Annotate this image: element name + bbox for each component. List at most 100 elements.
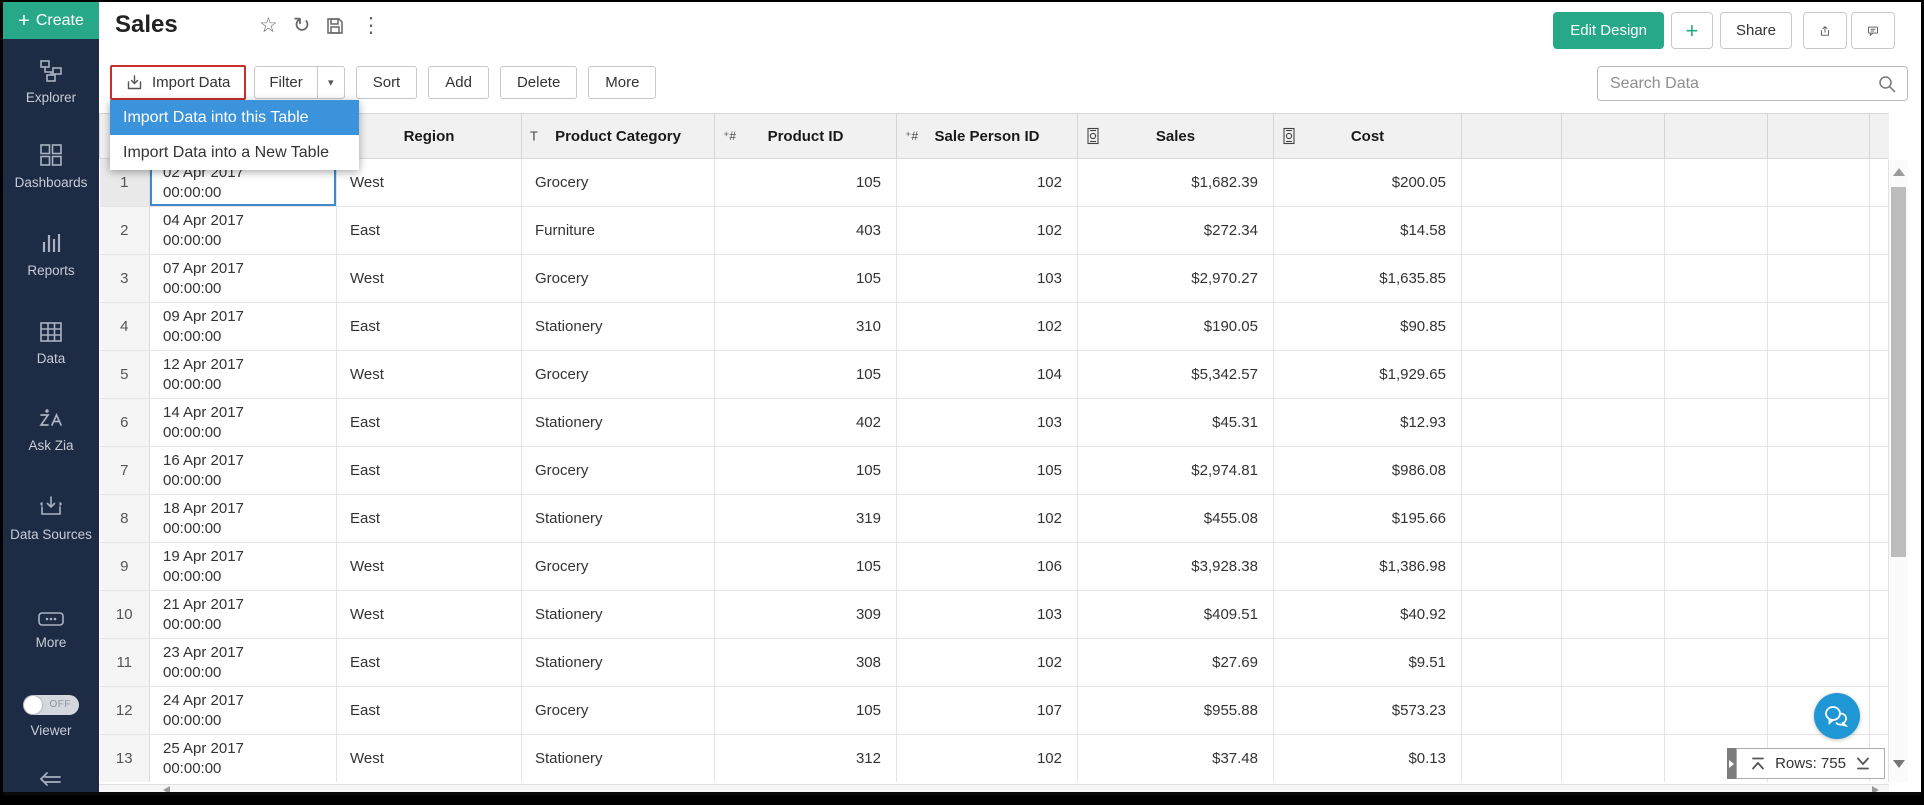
category-cell[interactable]: Grocery — [521, 158, 715, 207]
empty-cell[interactable] — [1664, 542, 1768, 591]
date-cell[interactable]: 07 Apr 2017 00:00:00 — [149, 254, 337, 303]
delete-button[interactable]: Delete — [499, 66, 578, 99]
row-number-cell[interactable]: 13 — [99, 734, 150, 782]
row-number-cell[interactable]: 12 — [99, 686, 150, 735]
product-id-cell[interactable]: 105 — [714, 686, 897, 735]
sale-person-id-cell[interactable]: 104 — [896, 350, 1078, 399]
region-cell[interactable]: East — [336, 398, 522, 447]
add-button[interactable]: Add — [428, 66, 489, 99]
region-cell[interactable]: East — [336, 446, 522, 495]
sale-person-id-cell[interactable]: 106 — [896, 542, 1078, 591]
date-cell[interactable]: 09 Apr 2017 00:00:00 — [149, 302, 337, 351]
empty-cell[interactable] — [1561, 446, 1665, 495]
sales-cell[interactable]: $27.69 — [1077, 638, 1274, 687]
edit-design-button[interactable]: Edit Design — [1553, 12, 1664, 49]
empty-cell[interactable] — [1767, 446, 1870, 495]
empty-cell[interactable] — [1767, 302, 1870, 351]
sale-person-id-cell[interactable]: 103 — [896, 254, 1078, 303]
row-number-cell[interactable]: 2 — [99, 206, 150, 255]
share-button[interactable]: Share — [1719, 12, 1792, 49]
empty-cell[interactable] — [1664, 206, 1768, 255]
category-cell[interactable]: Grocery — [521, 254, 715, 303]
sidebar-item-explorer[interactable]: Explorer — [3, 59, 99, 106]
empty-cell[interactable] — [1767, 542, 1870, 591]
scroll-right-arrow[interactable] — [1872, 786, 1879, 794]
product-id-cell[interactable]: 105 — [714, 542, 897, 591]
sidebar-item-ask-zia[interactable]: Ask Zia — [3, 407, 99, 454]
date-cell[interactable]: 04 Apr 2017 00:00:00 — [149, 206, 337, 255]
product-id-cell[interactable]: 319 — [714, 494, 897, 543]
col-header-sales[interactable]: Sales — [1077, 113, 1274, 159]
cost-cell[interactable]: $40.92 — [1273, 590, 1462, 639]
empty-cell[interactable] — [1461, 494, 1562, 543]
category-cell[interactable]: Stationery — [521, 638, 715, 687]
row-number-cell[interactable]: 4 — [99, 302, 150, 351]
sales-cell[interactable]: $1,682.39 — [1077, 158, 1274, 207]
cost-cell[interactable]: $573.23 — [1273, 686, 1462, 735]
region-cell[interactable]: West — [336, 542, 522, 591]
empty-cell[interactable] — [1664, 254, 1768, 303]
col-header-cost[interactable]: Cost — [1273, 113, 1462, 159]
category-cell[interactable]: Grocery — [521, 350, 715, 399]
cost-cell[interactable]: $1,386.98 — [1273, 542, 1462, 591]
sale-person-id-cell[interactable]: 102 — [896, 206, 1078, 255]
empty-cell[interactable] — [1767, 398, 1870, 447]
empty-cell[interactable] — [1461, 254, 1562, 303]
empty-cell[interactable] — [1664, 446, 1768, 495]
cost-cell[interactable]: $200.05 — [1273, 158, 1462, 207]
refresh-icon[interactable]: ↻ — [292, 14, 311, 37]
sales-cell[interactable]: $2,974.81 — [1077, 446, 1274, 495]
empty-cell[interactable] — [1561, 158, 1665, 207]
empty-cell[interactable] — [1767, 350, 1870, 399]
date-cell[interactable]: 18 Apr 2017 00:00:00 — [149, 494, 337, 543]
empty-cell[interactable] — [1461, 398, 1562, 447]
cost-cell[interactable]: $90.85 — [1273, 302, 1462, 351]
category-cell[interactable]: Stationery — [521, 734, 715, 782]
vertical-scrollbar[interactable] — [1888, 160, 1908, 782]
empty-cell[interactable] — [1461, 734, 1562, 782]
empty-cell[interactable] — [1561, 350, 1665, 399]
export-button[interactable] — [1803, 12, 1847, 49]
product-id-cell[interactable]: 403 — [714, 206, 897, 255]
viewer-toggle[interactable]: OFF — [23, 695, 79, 715]
sales-cell[interactable]: $455.08 — [1077, 494, 1274, 543]
empty-cell[interactable] — [1461, 302, 1562, 351]
cost-cell[interactable]: $1,929.65 — [1273, 350, 1462, 399]
region-cell[interactable]: East — [336, 302, 522, 351]
comments-button[interactable] — [1851, 12, 1895, 49]
date-cell[interactable]: 16 Apr 2017 00:00:00 — [149, 446, 337, 495]
row-number-cell[interactable]: 3 — [99, 254, 150, 303]
empty-cell[interactable] — [1561, 542, 1665, 591]
rows-widget-collapse-tab[interactable] — [1727, 748, 1736, 779]
product-id-cell[interactable]: 105 — [714, 254, 897, 303]
category-cell[interactable]: Stationery — [521, 590, 715, 639]
import-data-button[interactable]: Import Data — [114, 69, 243, 96]
scroll-up-arrow[interactable] — [1893, 168, 1905, 176]
product-id-cell[interactable]: 105 — [714, 350, 897, 399]
cost-cell[interactable]: $986.08 — [1273, 446, 1462, 495]
region-cell[interactable]: West — [336, 350, 522, 399]
empty-cell[interactable] — [1461, 158, 1562, 207]
region-cell[interactable]: West — [336, 590, 522, 639]
date-cell[interactable]: 24 Apr 2017 00:00:00 — [149, 686, 337, 735]
filter-caret-button[interactable]: ▾ — [318, 67, 344, 98]
region-cell[interactable]: East — [336, 494, 522, 543]
empty-cell[interactable] — [1664, 494, 1768, 543]
region-cell[interactable]: East — [336, 638, 522, 687]
empty-cell[interactable] — [1664, 638, 1768, 687]
col-header-region[interactable]: Region — [336, 113, 522, 159]
add-new-button[interactable]: + — [1670, 12, 1713, 49]
row-number-cell[interactable]: 8 — [99, 494, 150, 543]
product-id-cell[interactable]: 309 — [714, 590, 897, 639]
sales-cell[interactable]: $3,928.38 — [1077, 542, 1274, 591]
region-cell[interactable]: East — [336, 686, 522, 735]
date-cell[interactable]: 12 Apr 2017 00:00:00 — [149, 350, 337, 399]
region-cell[interactable]: West — [336, 734, 522, 782]
product-id-cell[interactable]: 310 — [714, 302, 897, 351]
sales-cell[interactable]: $272.34 — [1077, 206, 1274, 255]
cost-cell[interactable]: $1,635.85 — [1273, 254, 1462, 303]
empty-cell[interactable] — [1461, 590, 1562, 639]
category-cell[interactable]: Stationery — [521, 302, 715, 351]
menu-item-import-this-table[interactable]: Import Data into this Table — [110, 100, 359, 135]
horizontal-scrollbar[interactable] — [99, 784, 1889, 795]
